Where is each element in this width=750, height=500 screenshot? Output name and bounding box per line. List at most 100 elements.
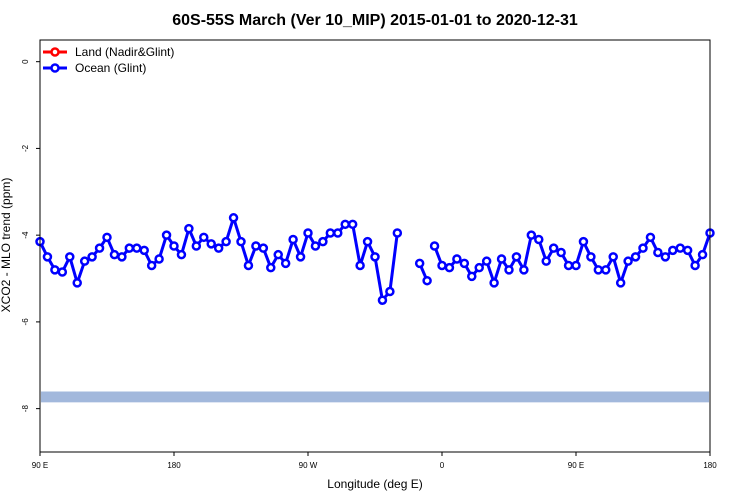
data-point (280, 258, 291, 269)
data-point (653, 247, 663, 258)
data-point (273, 249, 283, 260)
data-point (221, 236, 231, 247)
data-point (444, 262, 455, 273)
data-point (347, 219, 358, 230)
data-point (563, 260, 574, 271)
data-point (481, 256, 492, 266)
data-point (266, 262, 276, 273)
data-point (154, 254, 164, 264)
x-axis-label: Longitude (deg E) (327, 477, 422, 491)
data-point (109, 249, 120, 260)
data-point (79, 256, 90, 266)
data-point (571, 260, 581, 271)
data-point (459, 258, 470, 269)
y-tick-label: 0 (21, 59, 30, 64)
data-point (102, 232, 112, 243)
data-point (467, 271, 477, 282)
data-point (213, 243, 224, 253)
data-point (117, 252, 127, 262)
x-tick-label: 180 (167, 461, 181, 470)
data-point (645, 232, 656, 243)
y-tick-label: -8 (21, 405, 30, 413)
data-point (474, 262, 484, 273)
data-point (325, 228, 336, 238)
data-point (638, 243, 648, 253)
data-point (526, 230, 537, 240)
data-point (310, 241, 321, 251)
chart-title: 60S-55S March (Ver 10_MIP) 2015-01-01 to… (172, 12, 578, 29)
data-point (340, 219, 350, 230)
data-point (146, 260, 157, 271)
x-tick-label: 0 (440, 461, 445, 470)
y-axis: 0 -2 -4 -6 -8 (21, 59, 40, 412)
data-point (377, 295, 388, 305)
y-tick-label: -2 (21, 144, 30, 152)
data-point (228, 213, 239, 223)
legend-marker (50, 63, 60, 73)
data-point (236, 236, 246, 247)
y-tick-label: -6 (21, 318, 30, 326)
data-point (199, 232, 209, 243)
data-point (50, 265, 60, 275)
data-point (668, 245, 678, 256)
reference-band (41, 391, 709, 403)
band-layer (41, 391, 709, 403)
data-point (258, 243, 269, 253)
y-axis-label: XCO2 - MLO trend (ppm) (0, 178, 13, 313)
data-point (333, 228, 343, 238)
data-point (169, 241, 179, 251)
x-tick-label: 180 (703, 461, 717, 470)
data-point (303, 228, 313, 238)
data-point (161, 230, 172, 240)
x-axis: 90 E 180 90 W 0 90 E 180 (32, 452, 717, 470)
data-point (623, 256, 633, 266)
data-point (675, 243, 685, 253)
data-point (65, 252, 75, 262)
plot-frame (39, 39, 711, 453)
x-tick-label: 90 E (32, 461, 48, 470)
data-point (251, 241, 261, 251)
data-point (124, 243, 135, 253)
data-point (615, 278, 626, 288)
data-point (362, 236, 373, 247)
data-point (288, 234, 298, 245)
series-1 (35, 213, 715, 305)
data-point (601, 265, 611, 275)
data-point (630, 252, 641, 262)
data-point (87, 252, 97, 262)
series-layer (35, 213, 715, 305)
data-point (422, 275, 432, 286)
data-point (191, 241, 202, 251)
data-point (176, 249, 187, 260)
data-point (72, 278, 82, 288)
data-point (57, 267, 68, 277)
data-point (437, 260, 447, 271)
data-point (42, 252, 53, 262)
data-point (511, 252, 522, 262)
data-point (392, 228, 403, 238)
data-point (385, 286, 395, 297)
data-point (295, 252, 306, 262)
data-point (534, 234, 544, 245)
data-point (139, 245, 149, 256)
data-point (541, 256, 551, 266)
data-point (578, 236, 589, 247)
data-point (496, 254, 507, 264)
data-point (370, 252, 380, 262)
data-point (489, 278, 499, 288)
x-tick-label: 90 W (299, 461, 318, 470)
data-point (355, 260, 365, 271)
data-point (504, 265, 514, 275)
legend-label: Land (Nadir&Glint) (75, 45, 174, 59)
data-point (414, 258, 425, 269)
data-point (452, 254, 462, 264)
data-point (548, 243, 559, 253)
data-point (697, 249, 708, 260)
data-point (660, 252, 671, 262)
x-tick-label: 90 E (568, 461, 584, 470)
data-point (429, 241, 440, 251)
data-point (608, 252, 618, 262)
data-point (556, 247, 566, 258)
data-point (593, 265, 604, 275)
